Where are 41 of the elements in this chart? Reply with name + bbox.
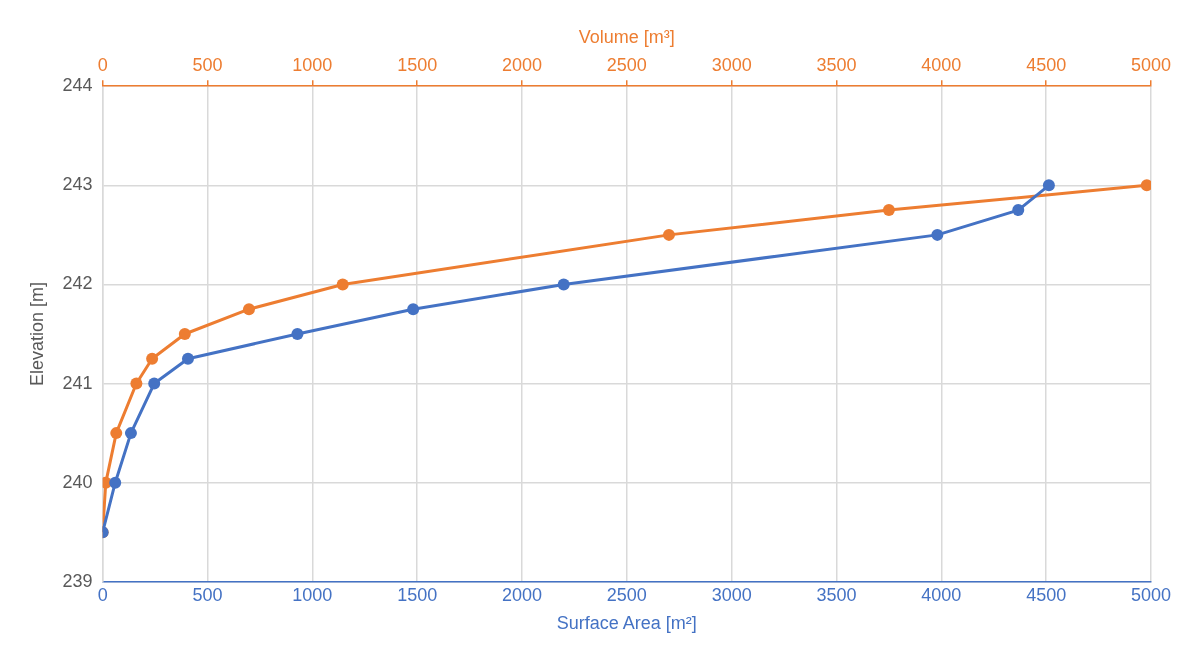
- x-tick-label: 4000: [921, 584, 962, 605]
- x-tick-label: 5000: [1130, 584, 1172, 605]
- x2-tick-label: 500: [192, 55, 223, 76]
- point: [1012, 204, 1025, 217]
- y-axis-title: Elevation [m]: [26, 281, 47, 387]
- point: [407, 303, 420, 316]
- y-tick-label: 242: [62, 273, 93, 294]
- point: [931, 228, 944, 241]
- point: [181, 352, 194, 365]
- x2-tick-label: 2000: [501, 55, 542, 76]
- point: [1042, 179, 1055, 192]
- x2-tick-label: 4000: [921, 55, 962, 76]
- x-tick-label: 3000: [711, 584, 752, 605]
- x-tick-label: 1500: [397, 584, 438, 605]
- x2-tick-label: 2500: [606, 55, 647, 76]
- x-tick-label: 0: [97, 584, 108, 605]
- x2-tick-label: 4500: [1026, 55, 1067, 76]
- point: [109, 476, 122, 489]
- y-tick-label: 239: [62, 570, 93, 591]
- x-tick-label: 4500: [1026, 584, 1067, 605]
- y-tick-label: 243: [62, 174, 93, 195]
- y-tick-label: 244: [62, 75, 93, 96]
- point: [148, 377, 161, 390]
- point: [124, 427, 137, 440]
- x2-axis-title: Volume [m³]: [578, 26, 675, 47]
- x-axis-title: Surface Area [m²]: [556, 613, 697, 634]
- x2-tick-label: 1500: [397, 55, 438, 76]
- x2-tick-label: 0: [97, 55, 108, 76]
- x2-tick-label: 3500: [816, 55, 857, 76]
- point: [291, 328, 304, 340]
- y-tick-label: 241: [62, 372, 93, 393]
- x-tick-label: 3500: [816, 584, 857, 605]
- x-tick-label: 2000: [501, 584, 542, 605]
- point: [557, 278, 570, 291]
- x-tick-label: 2500: [606, 584, 647, 605]
- x-tick-label: 500: [192, 584, 223, 605]
- x-tick-label: 1000: [292, 584, 333, 605]
- x2-tick-label: 3000: [711, 55, 752, 76]
- y-tick-label: 240: [62, 471, 93, 492]
- x2-tick-label: 5000: [1130, 55, 1172, 76]
- x2-tick-label: 1000: [292, 55, 333, 76]
